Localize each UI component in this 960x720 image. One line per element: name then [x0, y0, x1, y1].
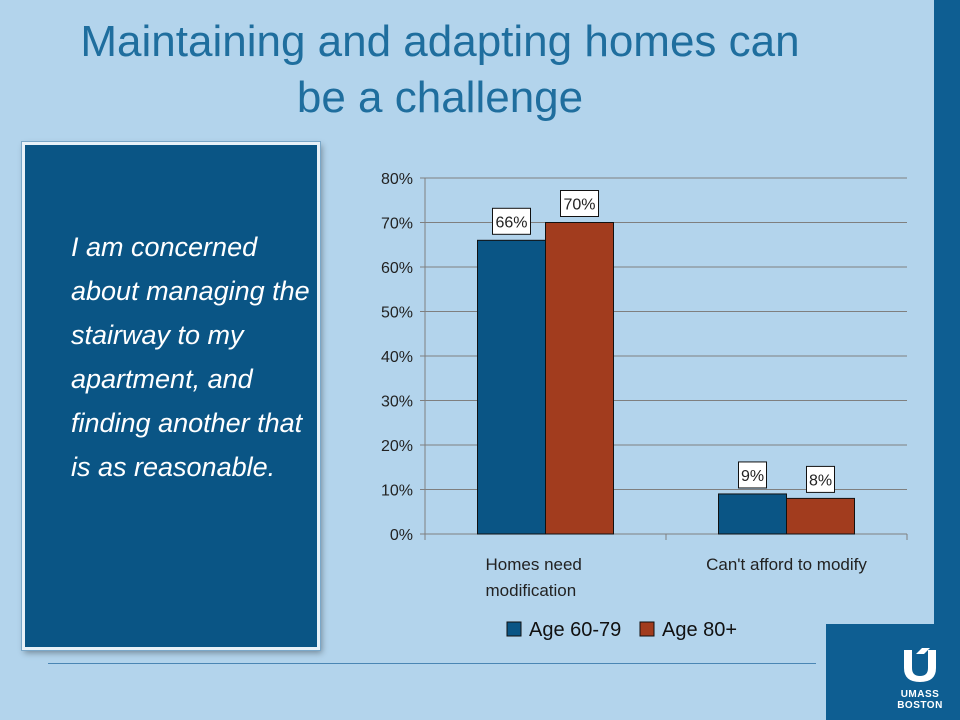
right-accent-band — [934, 0, 960, 720]
category-label: Homes need modification — [486, 555, 582, 600]
umass-boston-logo: UMASS BOSTON — [888, 646, 952, 711]
data-label: 70% — [563, 197, 595, 214]
y-tick-label: 0% — [390, 527, 413, 544]
bar — [718, 493, 787, 535]
legend-swatch — [506, 621, 522, 637]
footer-divider — [48, 663, 816, 664]
y-tick-label: 10% — [381, 483, 413, 500]
y-tick-label: 30% — [381, 394, 413, 411]
bar — [786, 497, 855, 535]
y-tick-label: 50% — [381, 305, 413, 322]
y-tick-label: 20% — [381, 438, 413, 455]
legend-label: Age 80+ — [662, 619, 737, 641]
footer-accent-band — [826, 624, 960, 720]
y-tick-label: 80% — [381, 171, 413, 188]
data-label-box — [806, 465, 835, 493]
logo-line-2: BOSTON — [897, 700, 943, 711]
category-label: Can't afford to modify — [706, 555, 867, 574]
data-label-box — [560, 190, 599, 217]
bar — [545, 222, 614, 535]
data-label-box — [738, 461, 767, 489]
bar-chart: 0% 10% 20% 30% 40% 50% 60% 70% 80% 66% 70% Homes ne… — [381, 171, 908, 641]
y-tick-label: 70% — [381, 216, 413, 233]
data-label: 66% — [495, 214, 527, 231]
bar — [477, 239, 546, 535]
quote-box: I am concerned about managing the stairw… — [22, 142, 320, 650]
y-tick-label: 60% — [381, 260, 413, 277]
umass-boston-logo-icon — [904, 648, 936, 682]
slide-title: Maintaining and adapting homes can be a … — [40, 14, 840, 126]
data-label: 9% — [741, 468, 764, 485]
logo-line-1: UMASS — [900, 689, 940, 700]
slide-title-line-1: Maintaining and adapting homes can — [80, 17, 800, 66]
data-label-box — [492, 207, 531, 235]
quote-text: I am concerned about managing the stairw… — [71, 232, 310, 482]
slide-title-line-2: be a challenge — [296, 73, 584, 122]
y-tick-label: 40% — [381, 349, 413, 366]
data-label: 8% — [809, 472, 832, 489]
legend-swatch — [639, 621, 655, 637]
legend-label: Age 60-79 — [529, 619, 621, 641]
